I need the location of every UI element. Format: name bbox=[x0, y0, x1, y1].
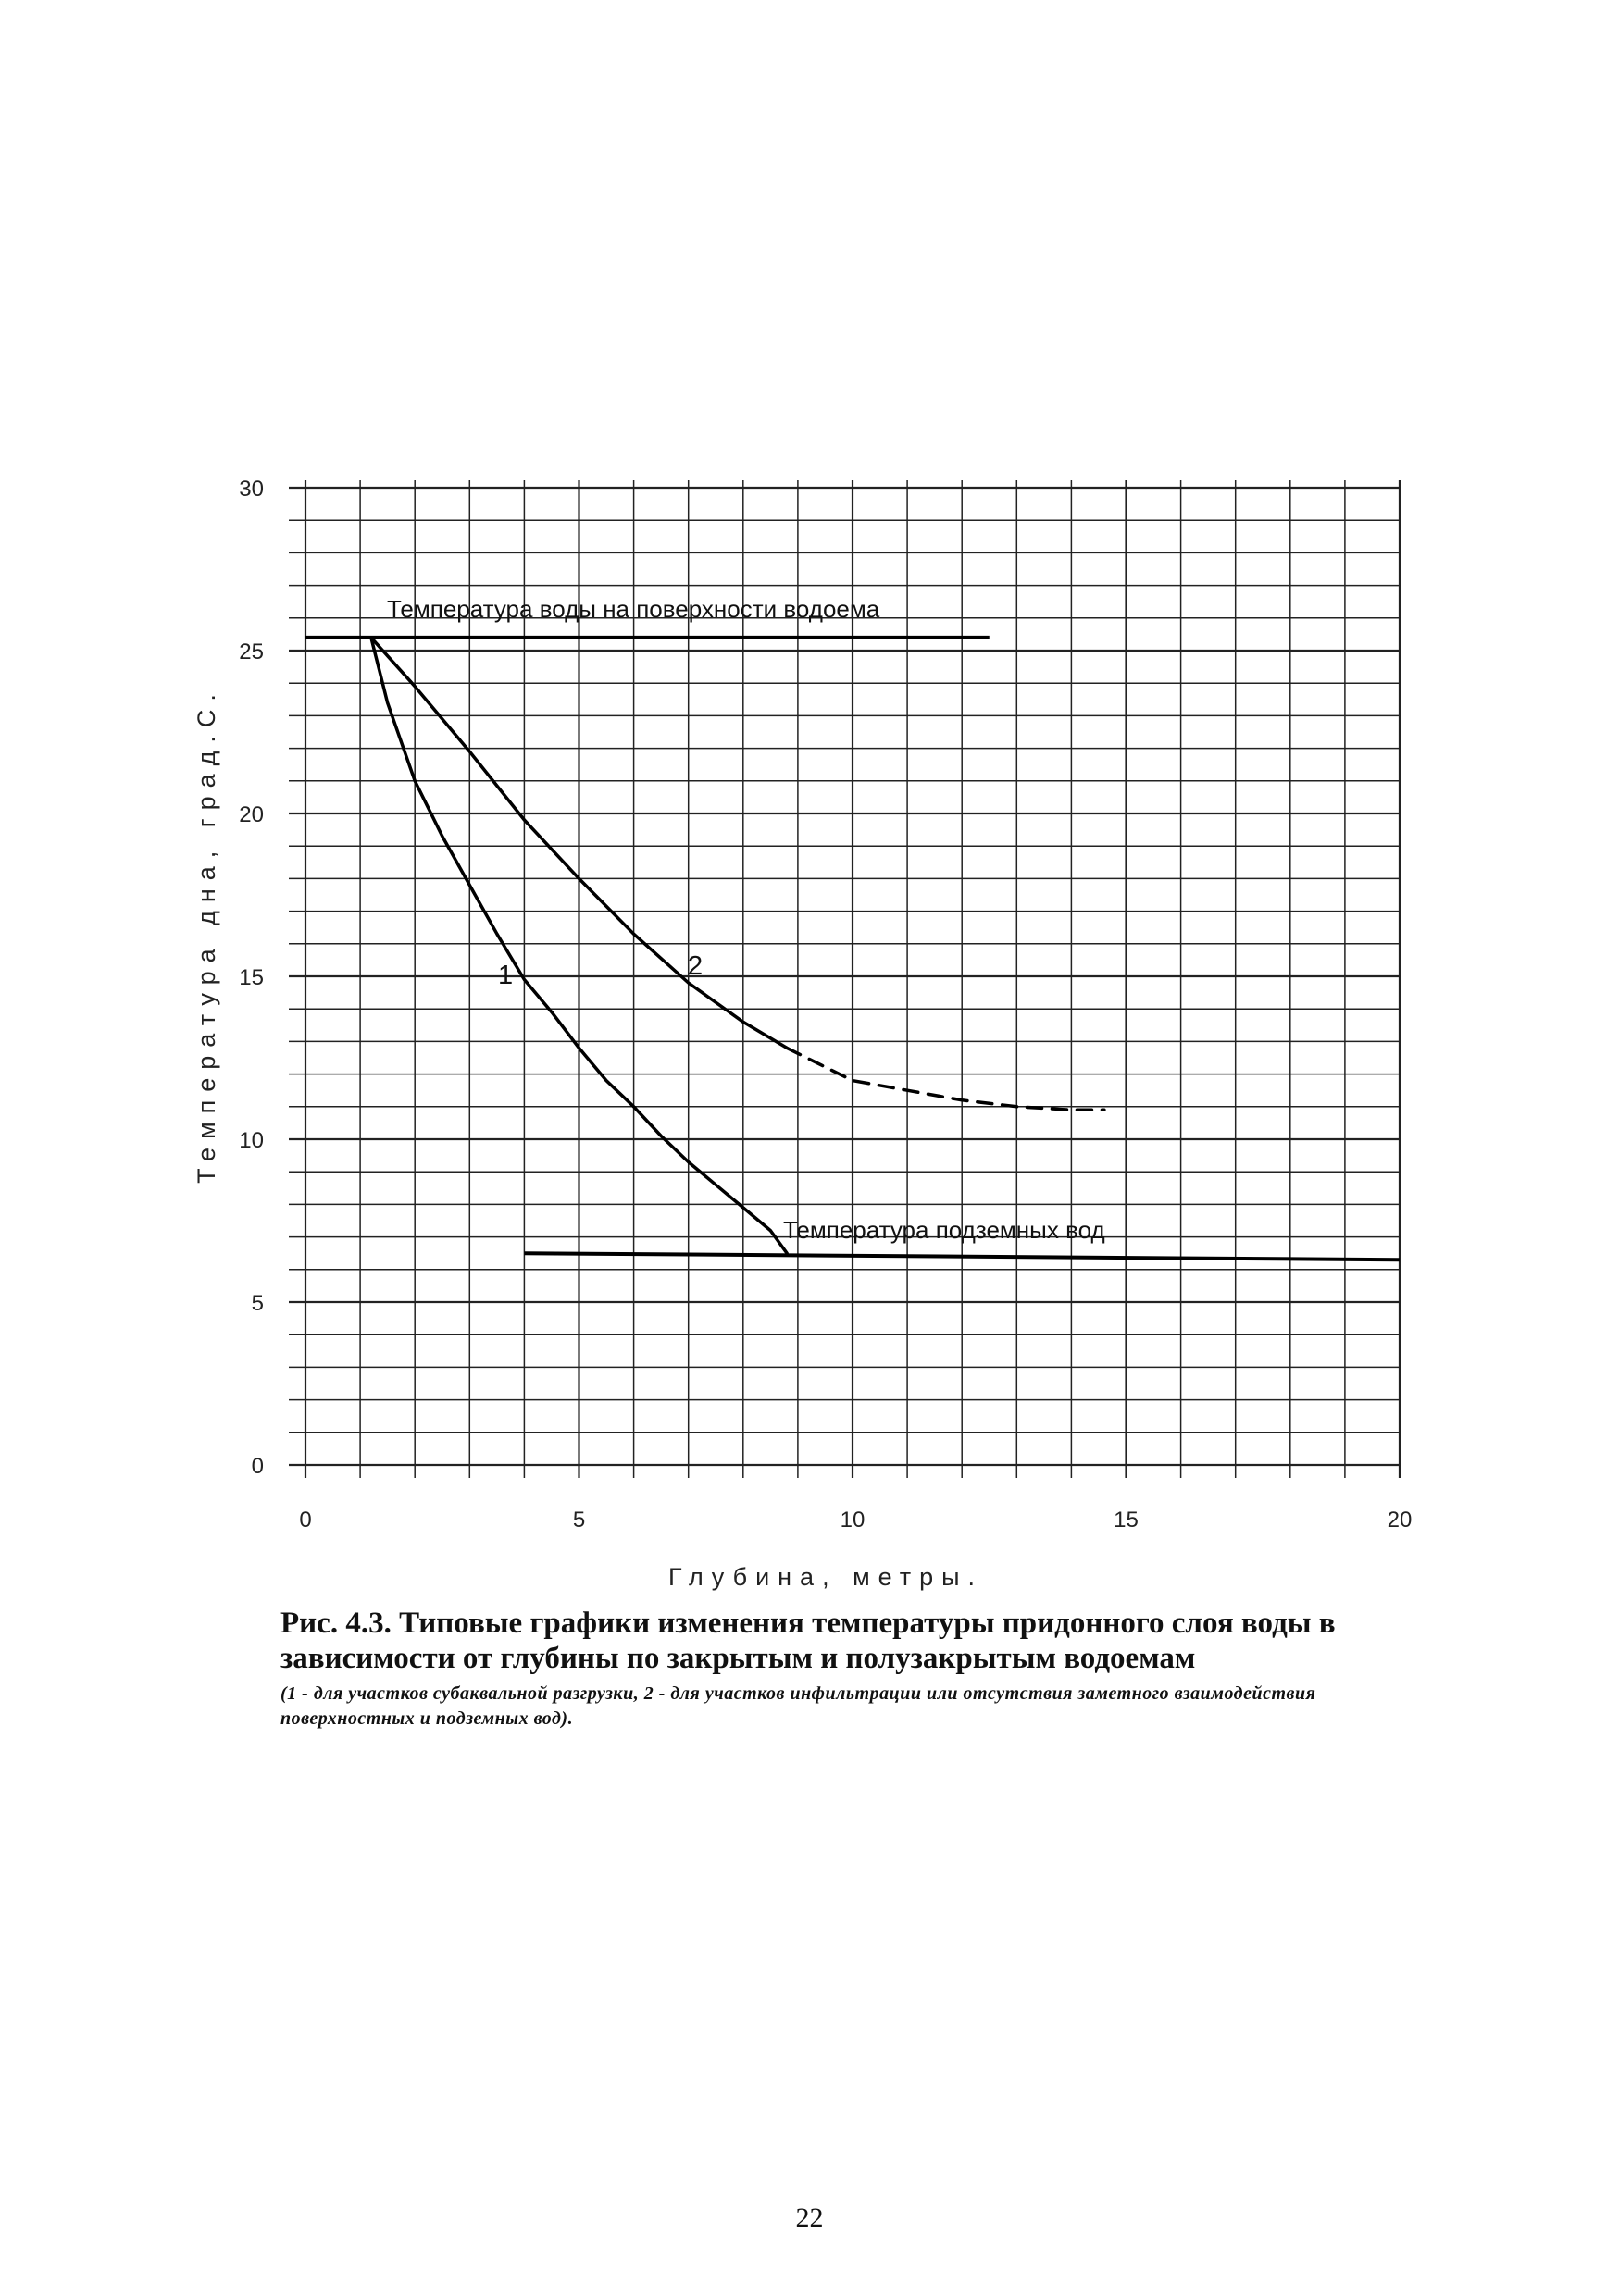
y-tick-label: 20 bbox=[239, 802, 264, 827]
curve-label-1: 1 bbox=[498, 961, 513, 990]
y-tick-label: 0 bbox=[252, 1454, 264, 1479]
series-group bbox=[369, 636, 1106, 1255]
reference-lines bbox=[305, 635, 1401, 1262]
x-tick-label: 15 bbox=[1114, 1508, 1139, 1533]
reference-label-surface: Температура воды на поверхности водоема bbox=[387, 595, 880, 623]
y-tick-label: 25 bbox=[239, 639, 264, 664]
series-2-extrapolated-line bbox=[785, 1046, 1106, 1112]
x-tick-label: 20 bbox=[1388, 1508, 1413, 1533]
caption-main: Рис. 4.3. Типовые графики изменения темп… bbox=[280, 1607, 1336, 1675]
page-number: 22 bbox=[795, 2203, 824, 2233]
series-1-line bbox=[369, 636, 789, 1255]
x-axis-title: Глубина, метры. bbox=[668, 1563, 983, 1591]
curve-label-2: 2 bbox=[688, 951, 703, 981]
x-tick-label: 10 bbox=[841, 1508, 866, 1533]
y-tick-label: 5 bbox=[252, 1291, 264, 1316]
series-2-line bbox=[369, 636, 789, 1050]
y-tick-label: 30 bbox=[239, 477, 264, 502]
chart: 0 5 10 15 20 25 30 0 5 10 15 20 Температура воды на… bbox=[193, 477, 1412, 1591]
x-tick-label: 0 bbox=[299, 1508, 311, 1533]
y-tick-label: 15 bbox=[239, 965, 264, 990]
reference-line-groundwater bbox=[524, 1251, 1401, 1262]
reference-label-groundwater: Температура подземных вод bbox=[783, 1216, 1105, 1244]
caption-note: (1 - для участков субаквальной разгрузки… bbox=[280, 1683, 1316, 1729]
y-axis-title: Температура дна, град.С. bbox=[193, 686, 220, 1184]
tick-labels: 0 5 10 15 20 25 30 0 5 10 15 20 bbox=[239, 477, 1412, 1533]
grid bbox=[289, 480, 1401, 1478]
x-tick-label: 5 bbox=[573, 1508, 585, 1533]
y-tick-label: 10 bbox=[239, 1128, 264, 1153]
figure-caption: Рис. 4.3. Типовые графики изменения темп… bbox=[280, 1606, 1419, 1731]
